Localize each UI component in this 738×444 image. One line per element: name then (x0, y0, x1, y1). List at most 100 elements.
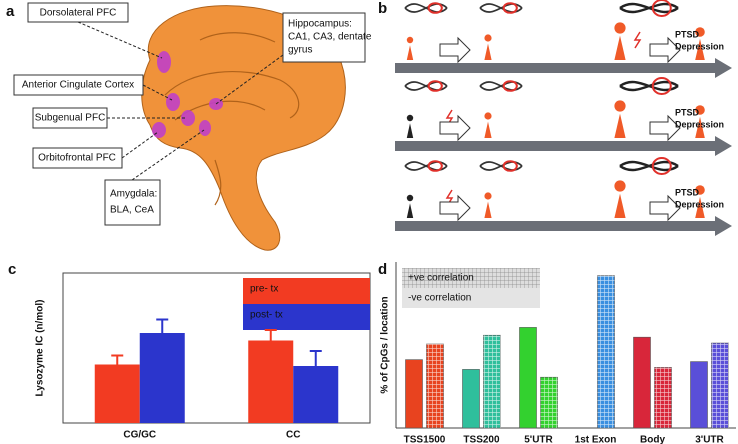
callout-text: BLA, CeA (110, 205, 154, 216)
outcome: Depression (675, 199, 724, 209)
leader (215, 54, 284, 105)
figure-body (406, 123, 414, 138)
region (152, 122, 166, 138)
brain (141, 5, 346, 251)
figure-body (695, 116, 705, 138)
outcome: PTSD (675, 29, 700, 39)
figure-head (695, 105, 705, 115)
hollow-arrow (439, 36, 471, 64)
callout-text: Anterior Cingulate Cortex (22, 80, 134, 91)
figure-head (406, 114, 414, 122)
figure-body (484, 121, 492, 138)
dna (404, 3, 448, 13)
leader (77, 21, 163, 59)
stress-bolt (633, 31, 642, 49)
x-tick-label: TSS200 (463, 435, 500, 444)
dna (619, 80, 679, 92)
hollow-arrow (439, 114, 471, 142)
bar (248, 340, 294, 423)
dna-mark (651, 0, 672, 17)
charts: c Lysozyme IC (n/mol) pre- tx post- tx CG/GC… (8, 261, 736, 444)
callout-box (32, 147, 123, 169)
figure-head (614, 100, 626, 112)
panel-a: a Dorsolateral PFC Hippocampus: CA1, CA3… (6, 2, 372, 251)
x-tick-label: CC (286, 430, 300, 441)
callout-box (27, 2, 129, 23)
bar (462, 369, 480, 429)
figure-body (614, 113, 626, 138)
figure-body (614, 35, 626, 60)
figure-head (695, 27, 705, 37)
timeline-arrow (395, 136, 732, 156)
legend-label: pre- tx (250, 284, 278, 295)
bar (633, 336, 651, 429)
dna (404, 81, 448, 91)
figure-body (695, 196, 705, 218)
bar-hatch (540, 377, 558, 428)
legend-label: -ve correlation (408, 293, 471, 304)
callout-text: Subgenual PFC (35, 113, 106, 124)
figure-head (614, 22, 626, 34)
figure-head (406, 36, 414, 44)
dna (479, 81, 523, 91)
panel-label: c (8, 261, 16, 278)
dna-mark (427, 2, 443, 14)
legend-label: +ve correlation (408, 273, 474, 284)
legend-swatch (243, 278, 370, 304)
dna-mark (651, 77, 672, 95)
leader (142, 84, 173, 101)
callout-box (282, 12, 366, 63)
x-tick-label: Body (640, 435, 665, 444)
figure-body (406, 203, 414, 218)
panel-label: a (6, 3, 15, 20)
callout-text: Orbitofrontal PFC (38, 153, 116, 164)
hollow-arrow (439, 194, 471, 222)
figure-body (406, 45, 414, 60)
error-bar (264, 329, 277, 341)
x-tick-label: 5'UTR (524, 435, 553, 444)
dna (479, 161, 523, 171)
panel-b: b PTSD Depression PTSD Depression PTSD Depres… (378, 0, 732, 236)
figure-head (406, 194, 414, 202)
bar (139, 333, 185, 423)
legend-swatch (243, 304, 370, 330)
y-axis-label: % of CpGs / location (380, 296, 391, 393)
bar-hatch (711, 343, 729, 428)
region (157, 51, 171, 73)
outcome: PTSD (675, 187, 700, 197)
error-bar (309, 350, 322, 366)
plot-frame (62, 272, 371, 424)
legend-swatch (402, 268, 540, 288)
dna-mark (427, 80, 443, 92)
dna-mark (502, 80, 518, 92)
region (199, 120, 211, 136)
bar-hatch (483, 335, 501, 428)
callout-text: Dorsolateral PFC (40, 8, 117, 19)
hollow-arrow (649, 114, 681, 142)
panel-label: d (378, 261, 387, 278)
dna-mark (427, 160, 443, 172)
bar (94, 364, 140, 423)
timeline-arrow (395, 58, 732, 78)
panel-label: b (378, 0, 387, 17)
legend-swatch (402, 288, 540, 308)
error-bar (156, 318, 169, 333)
dna (619, 160, 679, 172)
y-axis-label: Lysozyme IC (n/mol) (35, 300, 46, 397)
callout-text: Hippocampus: (288, 19, 352, 30)
hollow-arrow (649, 36, 681, 64)
callout-box (32, 107, 108, 129)
x-tick-label: 3'UTR (695, 435, 724, 444)
dna (619, 2, 679, 14)
bar (405, 359, 423, 429)
dna-mark (651, 157, 672, 175)
bar (293, 366, 339, 423)
bar (519, 327, 537, 429)
bar-hatch (426, 344, 444, 428)
figure-body (614, 193, 626, 218)
dna (479, 3, 523, 13)
bar-hatch (654, 367, 672, 428)
figure-body (484, 43, 492, 60)
error-bar (111, 354, 124, 365)
leader (121, 131, 159, 159)
